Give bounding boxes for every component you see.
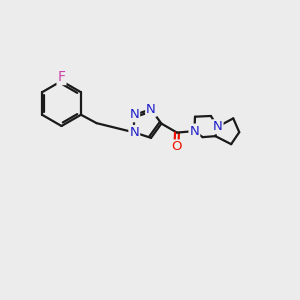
Text: N: N	[213, 120, 223, 133]
Text: N: N	[190, 124, 199, 138]
Text: F: F	[58, 70, 65, 84]
Text: N: N	[129, 108, 139, 121]
Text: O: O	[171, 140, 182, 154]
Text: N: N	[146, 103, 156, 116]
Text: N: N	[129, 126, 139, 139]
